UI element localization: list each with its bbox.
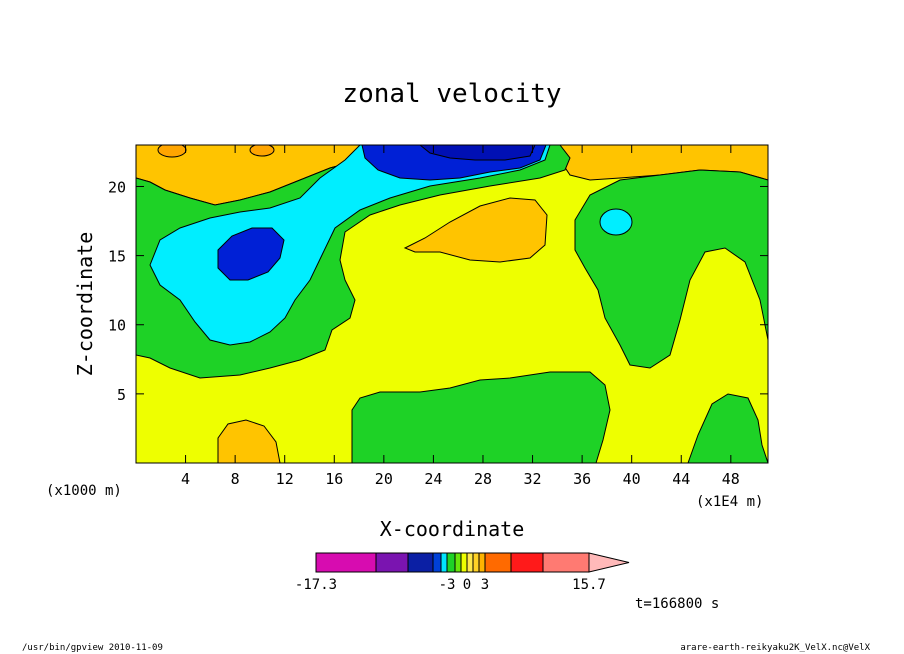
x-axis-label: X-coordinate <box>380 517 525 541</box>
x-tick-label-5: 24 <box>424 470 442 488</box>
plot-frame <box>135 144 769 464</box>
colorbar-segment-6 <box>454 552 462 573</box>
x-axis: 4 8 12 16 20 24 28 32 36 40 44 48 <box>181 145 740 488</box>
y-tick-label-3: 20 <box>108 178 126 196</box>
plot-area <box>135 144 769 464</box>
x-tick-label-2: 12 <box>276 470 294 488</box>
colorbar-segment-7 <box>460 552 468 573</box>
x-tick-label-3: 16 <box>325 470 343 488</box>
colorbar-segment-9 <box>472 552 480 573</box>
x-tick-label-10: 44 <box>672 470 690 488</box>
footer-left: /usr/bin/gpview 2010-11-09 <box>22 643 163 653</box>
region-cyan-band <box>149 145 551 346</box>
x-tick-label-4: 20 <box>375 470 393 488</box>
footer-right: arare-earth-reikyaku2K_VelX.nc@VelX <box>680 643 870 653</box>
x-tick-label-9: 40 <box>623 470 641 488</box>
region-dark-blue-core-top <box>419 145 536 161</box>
region-orange-mid <box>403 197 548 263</box>
colorbar-segment-13 <box>542 552 590 573</box>
y-unit-label: (x1000 m) <box>46 483 122 499</box>
y-tick-label-1: 10 <box>108 317 126 335</box>
colorbar-segment-2 <box>407 552 434 573</box>
colorbar-label-0: -17.3 <box>295 577 337 593</box>
region-orange-dot-2 <box>249 145 275 157</box>
x-tick-label-8: 36 <box>573 470 591 488</box>
x-tick-label-7: 32 <box>524 470 542 488</box>
x-tick-label-0: 4 <box>181 470 190 488</box>
x-tick-label-6: 28 <box>474 470 492 488</box>
y-axis-label: Z-coordinate <box>73 232 97 377</box>
colorbar-segment-5 <box>446 552 456 573</box>
colorbar <box>315 552 630 573</box>
x-tick-label-11: 48 <box>722 470 740 488</box>
region-green-bottom-right <box>687 393 768 463</box>
colorbar-labels: -17.3 -3 0 3 15.7 <box>295 577 606 593</box>
colorbar-label-1: -3 <box>439 577 456 593</box>
region-blue-core-left <box>217 227 285 281</box>
colorbar-segment-0 <box>315 552 377 573</box>
x-tick-label-1: 8 <box>231 470 240 488</box>
chart-title: zonal velocity <box>342 79 561 109</box>
colorbar-label-3: 3 <box>481 577 489 593</box>
y-tick-label-2: 15 <box>108 248 126 266</box>
y-tick-label-0: 5 <box>117 386 126 404</box>
colorbar-segment-1 <box>375 552 409 573</box>
colorbar-segment-4 <box>440 552 448 573</box>
region-green-bottom <box>351 371 611 463</box>
colorbar-segment-10 <box>478 552 486 573</box>
colorbar-segment-3 <box>432 552 442 573</box>
colorbar-segment-12 <box>510 552 544 573</box>
region-cyan-small-right <box>599 208 633 236</box>
region-orange-bottom <box>217 419 281 463</box>
colorbar-label-4: 15.7 <box>572 577 606 593</box>
colorbar-segment-8 <box>466 552 474 573</box>
colorbar-extension <box>588 552 630 573</box>
y-axis: 5 10 15 20 <box>108 178 768 404</box>
x-unit-label: (x1E4 m) <box>696 494 763 510</box>
colorbar-segment-11 <box>484 552 512 573</box>
time-label: t=166800 s <box>635 596 719 612</box>
colorbar-label-2: 0 <box>463 577 471 593</box>
